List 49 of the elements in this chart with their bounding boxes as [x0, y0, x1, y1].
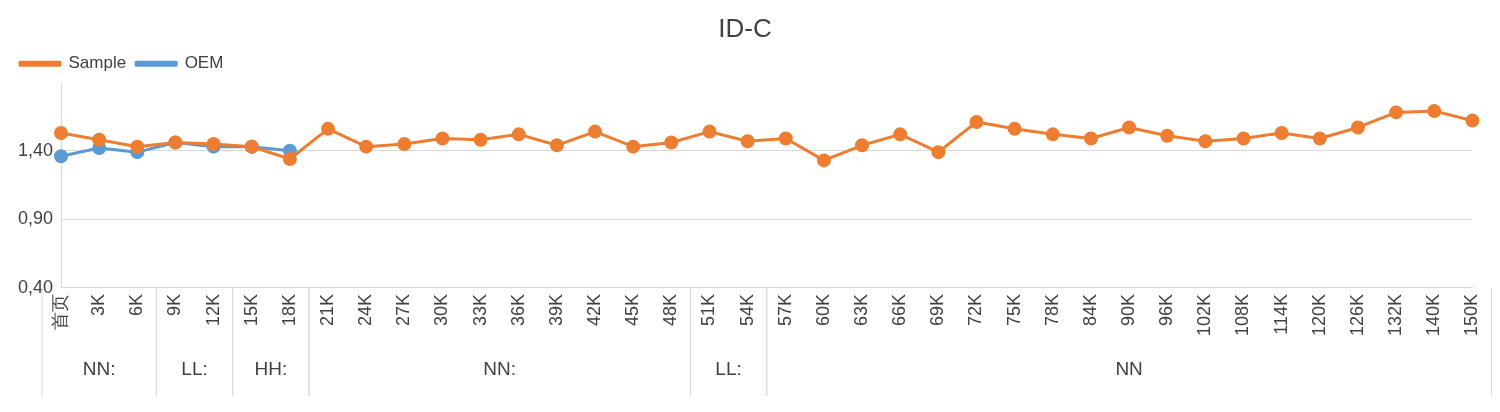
x-tick-label: 6K [126, 293, 147, 316]
x-tick-label: 18K [278, 293, 299, 326]
x-tick-label: 66K [889, 293, 910, 326]
x-tick-label: 54K [736, 293, 757, 326]
x-tick-label: 21K [317, 293, 338, 326]
x-tick-label: 132K [1385, 293, 1406, 337]
x-tick-label: 114K [1270, 293, 1291, 335]
x-tick-label: 12K [202, 293, 223, 326]
text: NN: [483, 358, 517, 380]
x-tick-label: 102K [1194, 293, 1215, 337]
x-tick-label: 27K [393, 293, 414, 326]
x-tick-label: 126K [1346, 293, 1367, 337]
legend-label: Sample [68, 53, 127, 73]
x-tick-label: 120K [1308, 293, 1329, 337]
x-tick-label: 30K [431, 293, 452, 326]
x-tick-label: 90K [1118, 293, 1139, 326]
x-tick-label: 150K [1461, 293, 1482, 337]
x-tick-label: 48K [660, 293, 681, 326]
x-tick-label: 39K [545, 293, 566, 326]
x-tick-label: 84K [1079, 293, 1100, 326]
x-tick-label: 24K [355, 293, 376, 326]
text: NN [1115, 358, 1143, 380]
x-tick-label: 9K [164, 293, 185, 316]
x-tick-label: 42K [584, 293, 605, 326]
legend-label: OEM [184, 53, 224, 73]
x-tick-label: 3K [88, 293, 109, 316]
x-tick-label: 140K [1423, 293, 1444, 337]
x-tick-label: 36K [507, 293, 528, 326]
x-tick-label: 60K [812, 293, 833, 326]
x-tick-label: 69K [927, 293, 948, 326]
x-tick-label: 15K [240, 293, 261, 326]
text: HH: [254, 358, 288, 380]
x-tick-label: 51K [698, 293, 719, 326]
x-tick-label: 75K [1003, 293, 1024, 326]
y-tick-label: 1,40 [17, 139, 54, 160]
x-tick-label: 72K [965, 293, 986, 326]
chart-title: ID-C [718, 12, 772, 43]
x-tick-label: 96K [1156, 293, 1177, 326]
x-tick-label: 108K [1232, 293, 1253, 337]
y-tick-label: 0,90 [17, 208, 54, 229]
text: NN: [82, 358, 116, 380]
x-tick-label: 63K [851, 293, 872, 326]
x-tick-label: 45K [622, 293, 643, 326]
text: LL: [715, 358, 742, 380]
x-tick-label: 78K [1041, 293, 1062, 326]
x-tick-label: 首页 [50, 293, 70, 330]
x-tick-label: 57K [774, 293, 795, 326]
text: LL: [181, 358, 208, 380]
x-tick-label: 33K [469, 293, 490, 326]
